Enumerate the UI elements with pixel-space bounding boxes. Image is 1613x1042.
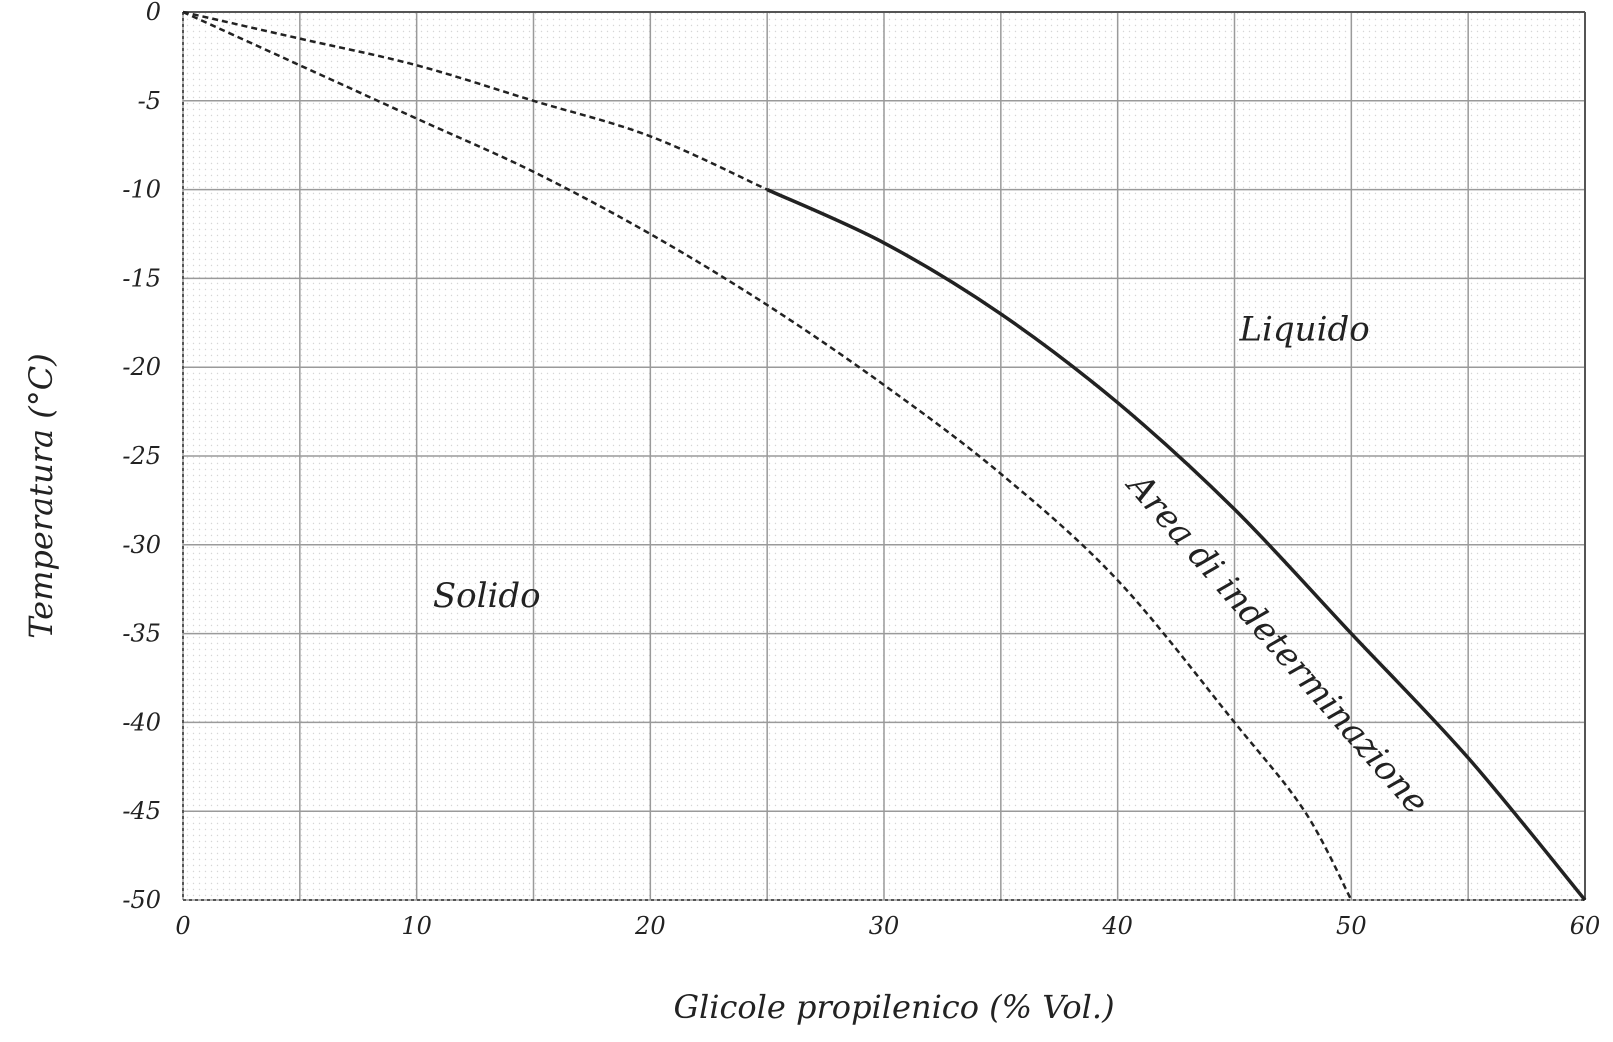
y-tick-label: -45 — [122, 797, 161, 825]
series-line-liquidus-dashed — [182, 10, 768, 191]
y-tick-label: -40 — [122, 708, 161, 736]
x-tick-label: 50 — [1336, 912, 1367, 940]
y-tick-label: -25 — [122, 442, 161, 470]
y-axis-ticks: 0 -5 -10 -15 -20 -25 -30 -35 -40 -45 -50 — [122, 0, 161, 914]
x-axis-ticks: 0 10 20 30 40 50 60 — [175, 912, 1600, 940]
y-axis-title: Temperatura (°C) — [22, 353, 60, 638]
x-axis-title: Glicole propilenico (% Vol.) — [673, 988, 1114, 1026]
y-tick-label: -50 — [122, 886, 161, 914]
series-line-liquidus-solid — [766, 188, 1587, 902]
series-line-solidus — [182, 10, 1353, 901]
region-label: Solido — [433, 576, 541, 616]
plot-frame — [182, 11, 1586, 901]
y-tick-label: 0 — [146, 0, 161, 26]
y-tick-label: -30 — [122, 531, 161, 559]
y-tick-label: -15 — [122, 264, 161, 292]
y-tick-label: -10 — [122, 176, 161, 204]
region-label: Liquido — [1238, 310, 1369, 350]
x-tick-label: 0 — [175, 912, 190, 940]
y-tick-label: -35 — [122, 620, 161, 648]
y-tick-label: -20 — [122, 353, 161, 381]
x-tick-label: 60 — [1570, 912, 1601, 940]
y-tick-label: -5 — [138, 87, 161, 115]
x-tick-label: 30 — [869, 912, 900, 940]
series-layer — [182, 10, 1587, 902]
x-tick-label: 40 — [1101, 912, 1133, 940]
x-tick-label: 20 — [634, 912, 666, 940]
x-tick-label: 10 — [401, 912, 432, 940]
grid — [182, 11, 1586, 901]
